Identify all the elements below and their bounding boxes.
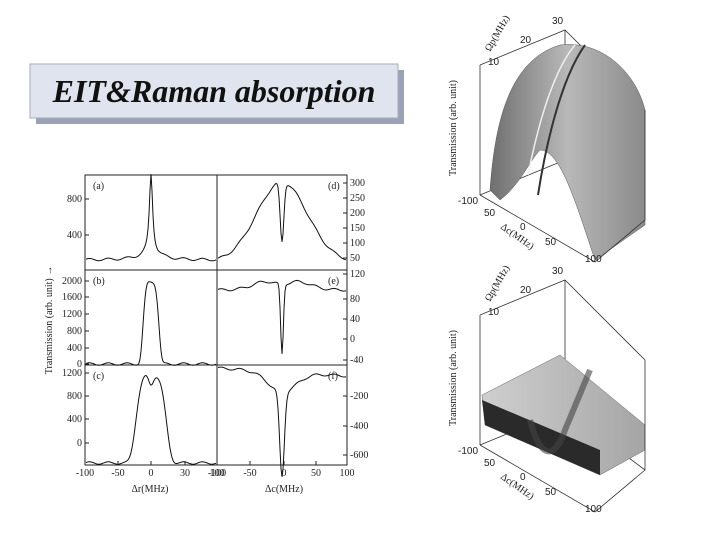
tick-label: 250 xyxy=(350,193,365,204)
curve xyxy=(217,182,347,261)
surface-feature xyxy=(527,368,593,455)
x-axis-label: Δr(MHz) xyxy=(132,484,169,495)
tick-label: 100 xyxy=(350,238,365,249)
tick-label: 50 xyxy=(311,468,321,479)
tick-label: -50 xyxy=(243,468,256,479)
tick-label: 400 xyxy=(67,343,82,354)
tick-label: 100 xyxy=(210,468,225,479)
tick-label: 400 xyxy=(67,414,82,425)
tick-label: 800 xyxy=(67,194,82,205)
tick-label: 1200 xyxy=(62,309,82,320)
tick-label: 120 xyxy=(350,269,365,280)
tick-label: 30 xyxy=(180,468,190,479)
title-box xyxy=(29,63,399,119)
panel-label: (d) xyxy=(328,181,340,192)
panel-label: (a) xyxy=(93,181,104,192)
surface-feature xyxy=(527,44,576,176)
tick-label: 800 xyxy=(67,326,82,337)
tick-label: 1600 xyxy=(62,292,82,303)
tick-label: 100 xyxy=(585,254,602,265)
tick-label: 0 xyxy=(149,468,154,479)
curve xyxy=(217,366,347,477)
tick-label: -100 xyxy=(76,468,94,479)
curve xyxy=(85,374,217,465)
tick-label: -200 xyxy=(350,391,368,402)
curve xyxy=(85,281,217,366)
tick-label: 2000 xyxy=(62,276,82,287)
tick-label: 150 xyxy=(350,223,365,234)
panel-label: (c) xyxy=(93,371,104,382)
tick-label: 10 xyxy=(488,57,500,68)
z-axis-label: Transmission (arb. unit) xyxy=(448,80,459,176)
tick-label: 0 xyxy=(77,359,82,370)
tick-label: 20 xyxy=(520,285,532,296)
title: EIT&Raman absorption xyxy=(52,73,376,109)
tick-label: -100 xyxy=(458,446,478,457)
tick-label: 50 xyxy=(350,253,360,264)
tick-label: 800 xyxy=(67,391,82,402)
tick-label: 100 xyxy=(585,504,602,515)
tick-label: 50 xyxy=(545,237,557,248)
surface-band xyxy=(482,400,600,475)
y-axis-label: Ωp(MHz) xyxy=(483,264,512,304)
tick-label: 50 xyxy=(545,487,557,498)
panel-label: (e) xyxy=(328,276,339,287)
tick-label: 50 xyxy=(484,208,496,219)
tick-label: 30 xyxy=(552,16,564,27)
tick-label: -40 xyxy=(350,355,363,366)
box xyxy=(479,360,646,513)
z-axis-label: Transmission (arb. unit) xyxy=(448,330,459,426)
x-axis-label: Δc(MHz) xyxy=(498,471,536,502)
tick-label: 10 xyxy=(488,307,500,318)
tick-label: 100 xyxy=(340,468,355,479)
plots-3d: Transmission (arb. unit) Ωp(MHz) 10 20 30 -10… xyxy=(448,14,646,515)
tick-label: -50 xyxy=(111,468,124,479)
box xyxy=(479,279,646,471)
curve xyxy=(85,174,217,262)
tick-label: 40 xyxy=(350,314,360,325)
box xyxy=(479,110,646,263)
tick-label: 20 xyxy=(520,35,532,46)
tick-label: 80 xyxy=(350,294,360,305)
panel-label: (b) xyxy=(93,276,105,287)
curve xyxy=(217,279,347,354)
box xyxy=(479,29,646,221)
tick-label: -600 xyxy=(350,450,368,461)
tick-label: -100 xyxy=(458,196,478,207)
tick-label: 0 xyxy=(350,334,355,345)
tick-label: 0 xyxy=(520,222,526,233)
x-axis-label: Δc(MHz) xyxy=(498,221,536,252)
panel-label: (f) xyxy=(328,371,338,382)
tick-label: 0 xyxy=(520,472,526,483)
tick-label: 50 xyxy=(484,458,496,469)
tick-label: -400 xyxy=(350,421,368,432)
surface xyxy=(489,44,646,261)
y-axis-label: Transmission (arb. unit) → xyxy=(44,266,55,375)
surface-feature xyxy=(537,44,586,196)
tick-label: 0 xyxy=(77,438,82,449)
tick-label: 400 xyxy=(67,230,82,241)
tick-label: 200 xyxy=(350,208,365,219)
figure-frame xyxy=(84,174,348,466)
tick-label: 300 xyxy=(350,178,365,189)
tick-label: 30 xyxy=(552,266,564,277)
tick-label: 1200 xyxy=(62,368,82,379)
x-axis-label: Δc(MHz) xyxy=(265,484,303,495)
tick-label: 0 xyxy=(282,468,287,479)
tick-label: -100 xyxy=(208,468,226,479)
y-axis-label: Ωp(MHz) xyxy=(483,14,512,54)
